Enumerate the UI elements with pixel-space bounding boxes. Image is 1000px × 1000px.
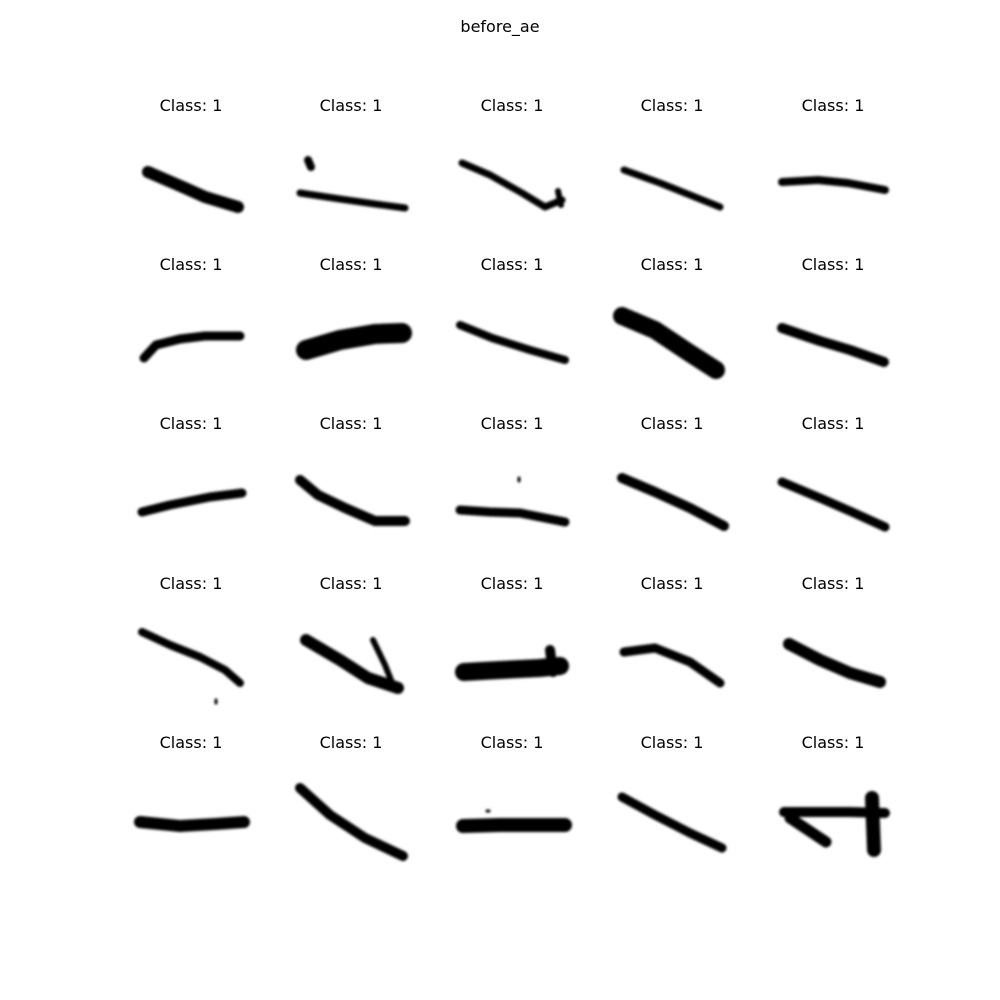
figure-title: before_ae [460,17,540,36]
digit-stroke [613,307,725,379]
digit-stroke [456,321,569,364]
digit-image [617,792,727,853]
panel-title: Class: 1 [801,414,865,433]
digit-image [619,643,725,688]
panel-title: Class: 1 [480,255,544,274]
digit-stroke [777,477,890,532]
digit-image [456,809,572,833]
digit-stroke [304,156,315,171]
digit-image [455,645,569,681]
panel-title: Class: 1 [640,733,704,752]
panel-title: Class: 1 [480,96,544,115]
digit-stroke [455,657,569,681]
digit-image [137,488,247,517]
digit-image [613,307,725,379]
digit-stroke [455,505,570,527]
digit-stroke [138,628,244,687]
digit-image [134,816,250,832]
digit-stroke [458,159,566,211]
digit-image [779,791,890,857]
panel-title: Class: 1 [319,96,383,115]
panel-title: Class: 1 [640,414,704,433]
digit-stroke [619,643,725,688]
panel-title: Class: 1 [159,414,223,433]
panel-title: Class: 1 [801,574,865,593]
digit-stroke [137,488,247,517]
digit-stroke [296,189,409,212]
panel-title: Class: 1 [480,733,544,752]
digit-image [778,176,889,194]
panel-title: Class: 1 [159,733,223,752]
digit-stroke [139,331,245,363]
panel-title: Class: 1 [319,414,383,433]
digit-stroke [456,818,572,833]
digit-stroke [545,645,558,677]
digit-image [777,477,890,532]
panel-title: Class: 1 [801,733,865,752]
digit-stroke [617,473,729,531]
digit-image [617,473,729,531]
digit-stroke [620,166,724,211]
panel-title: Class: 1 [480,414,544,433]
panel-title: Class: 1 [801,96,865,115]
panel-title: Class: 1 [640,255,704,274]
panel-title: Class: 1 [801,255,865,274]
panel-title: Class: 1 [319,574,383,593]
digit-stroke [778,176,889,194]
digit-stroke [777,323,889,367]
panel-title: Class: 1 [159,255,223,274]
digit-image [138,628,244,705]
digit-image [455,476,570,527]
digit-stroke [295,475,410,526]
digit-stroke [783,638,886,688]
panel-title: Class: 1 [319,733,383,752]
digit-image [142,166,244,213]
panel-title: Class: 1 [640,96,704,115]
panel-title: Class: 1 [319,255,383,274]
panel-title: Class: 1 [159,574,223,593]
digit-image [458,159,566,211]
digit-stroke [134,816,250,832]
digit-image [295,475,410,526]
digit-image [300,634,404,694]
panel-title: Class: 1 [480,574,544,593]
digit-image [296,156,409,212]
digit-stroke [295,783,408,861]
digit-stroke [300,634,404,694]
digit-image [783,638,886,688]
panel-title: Class: 1 [640,574,704,593]
digit-stroke [370,637,396,688]
digit-image [777,323,889,367]
digit-stroke [555,188,564,208]
digit-stroke [784,812,832,848]
panel-title: Class: 1 [159,96,223,115]
digit-image [296,323,412,360]
digit-image [295,783,408,861]
digit-image [456,321,569,364]
digit-stroke [296,323,412,360]
digit-image [139,331,245,363]
digit-stroke [142,166,244,213]
digit-stroke [865,791,881,857]
digit-stroke [617,792,727,853]
digit-image [620,166,724,211]
